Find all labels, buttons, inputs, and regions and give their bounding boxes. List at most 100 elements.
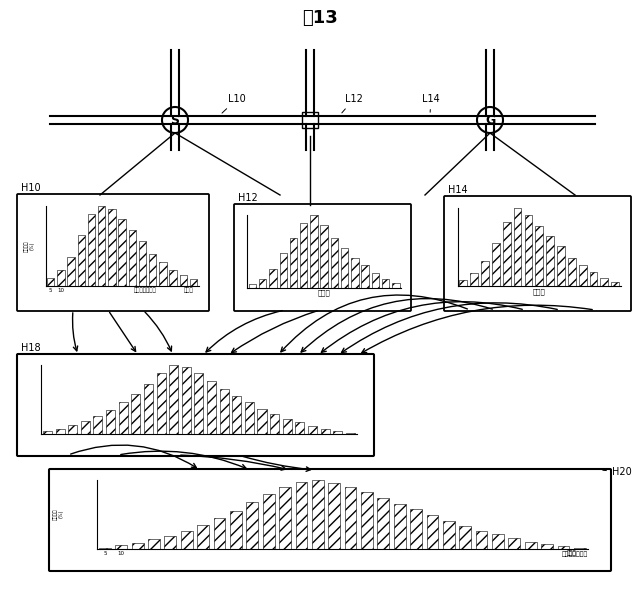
FancyBboxPatch shape [234,204,411,311]
Bar [290,238,297,288]
Bar [382,279,389,288]
Bar [132,543,143,549]
Text: H12: H12 [238,193,258,203]
Bar [182,367,191,434]
Bar [341,248,348,288]
Bar [568,257,576,286]
Bar [426,515,438,549]
FancyBboxPatch shape [444,196,631,311]
Bar [144,383,153,434]
Text: ・・・: ・・・ [184,288,193,293]
Bar [589,272,598,286]
Text: 発生確率
(%): 発生確率 (%) [52,508,63,520]
Bar [170,270,177,286]
Bar [269,269,276,288]
Bar [93,416,102,434]
Bar [180,275,187,286]
Bar [351,258,358,288]
Bar [257,409,267,434]
Bar [372,273,379,288]
Bar [328,483,340,549]
Bar [263,494,275,549]
Bar [394,503,406,549]
Text: H10: H10 [21,183,40,193]
Text: H20: H20 [603,467,632,477]
Bar [99,548,111,549]
Bar [460,526,471,549]
Bar [508,538,520,549]
Bar [362,265,369,288]
Bar [331,238,338,288]
Bar [67,257,75,286]
Bar [310,215,317,288]
Bar [259,279,266,288]
Bar [280,253,287,288]
Text: L14: L14 [422,94,440,112]
Bar [159,262,166,286]
FancyBboxPatch shape [17,194,209,311]
Text: 通過時間（分）: 通過時間（分） [562,552,588,557]
Bar [503,222,511,286]
Bar [443,521,454,549]
Bar [492,244,500,286]
Text: 図13: 図13 [302,9,338,27]
Bar [230,511,242,549]
Text: H14: H14 [448,185,468,195]
Bar [460,280,467,286]
Bar [56,429,65,434]
Bar [308,426,317,434]
Bar [270,413,279,434]
Text: H18: H18 [21,343,40,353]
Bar [47,278,54,286]
Bar [600,278,608,286]
Bar [190,280,197,286]
Bar [57,270,65,286]
Bar [481,260,489,286]
Bar [344,487,356,549]
Bar [195,373,204,434]
Bar [129,230,136,286]
Bar [283,419,292,434]
Bar [245,403,254,434]
Bar [197,525,209,549]
Bar [296,482,307,549]
Bar [77,235,85,286]
Bar [300,223,307,288]
Text: S: S [170,113,179,127]
Text: G: G [485,113,495,127]
Bar [98,206,106,286]
Bar [106,410,115,434]
Text: L10: L10 [222,94,246,113]
Bar [220,389,228,434]
Bar [541,544,553,549]
Bar [131,394,140,434]
Text: 10: 10 [118,551,125,556]
Circle shape [477,107,503,133]
Text: 5: 5 [49,288,52,293]
Bar [246,502,258,549]
Bar [321,429,330,434]
Text: 5: 5 [103,551,107,556]
Bar [476,531,488,549]
Text: ・・・: ・・・ [533,288,546,295]
Bar [169,365,178,434]
Bar [492,535,504,549]
Bar [333,431,342,434]
Text: 発生確率
(%): 発生確率 (%) [24,240,35,251]
Bar [546,236,554,286]
Bar [321,225,328,288]
Bar [557,547,570,549]
Bar [81,421,90,434]
Bar [115,545,127,549]
Bar [139,241,146,286]
Bar [88,214,95,286]
Bar [611,282,619,286]
FancyBboxPatch shape [17,354,374,456]
Bar [557,246,565,286]
Bar [525,542,536,549]
Text: L12: L12 [342,94,363,113]
Bar [181,531,193,549]
Bar [207,381,216,434]
Bar [514,208,522,286]
Bar [279,487,291,549]
